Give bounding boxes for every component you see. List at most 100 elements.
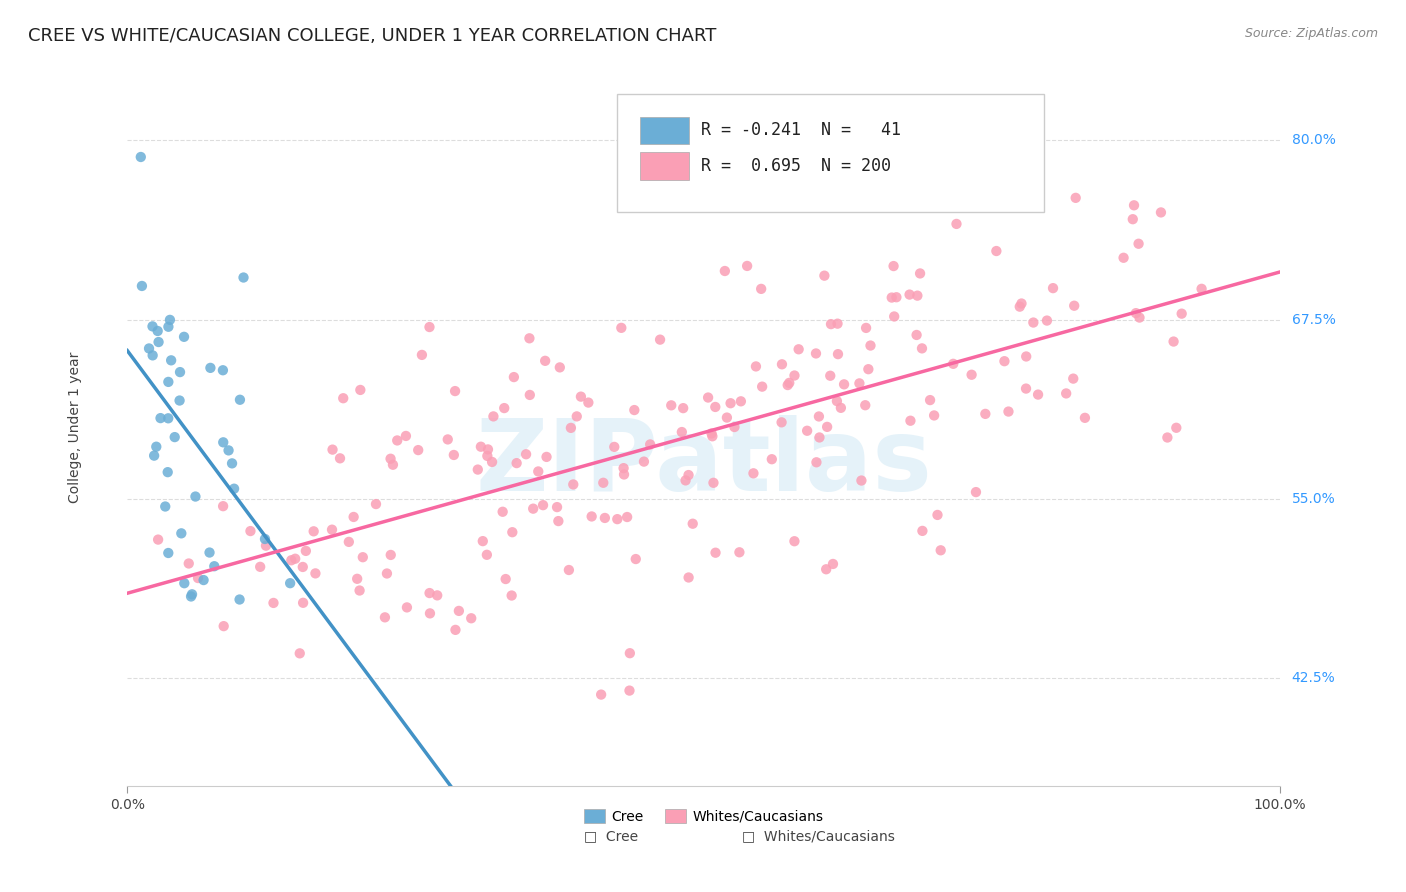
Point [157, 546, 180, 560]
Point [778, 376, 800, 390]
Point [770, 415, 793, 429]
Point [212, 435, 235, 450]
Point [825, 394, 848, 409]
Point [619, 683, 641, 698]
Point [212, 619, 235, 633]
Point [387, 434, 409, 448]
Point [678, 468, 700, 483]
Point [682, 516, 704, 531]
Point [1015, 350, 1038, 364]
Point [332, 391, 354, 405]
Point [169, 365, 191, 379]
Point [704, 546, 727, 560]
Point [157, 411, 180, 425]
Point [146, 324, 169, 338]
Point [827, 317, 849, 331]
FancyBboxPatch shape [640, 153, 689, 180]
Point [253, 532, 276, 546]
Point [212, 499, 235, 513]
Point [581, 509, 603, 524]
Point [436, 433, 458, 447]
Point [1170, 307, 1192, 321]
Point [920, 393, 942, 408]
Point [702, 475, 724, 490]
Point [381, 458, 404, 472]
Point [672, 401, 695, 416]
Point [141, 319, 163, 334]
Point [346, 572, 368, 586]
Point [443, 448, 465, 462]
Point [349, 583, 371, 598]
Point [960, 368, 983, 382]
Point [560, 421, 582, 435]
Point [1054, 386, 1077, 401]
Point [322, 442, 344, 457]
Point [395, 600, 418, 615]
FancyBboxPatch shape [617, 94, 1043, 212]
Point [900, 414, 922, 428]
Point [522, 501, 544, 516]
Text: ZIPatlas: ZIPatlas [475, 415, 932, 512]
Point [623, 403, 645, 417]
Point [787, 343, 810, 357]
Point [157, 319, 180, 334]
Point [460, 611, 482, 625]
Text: □  Whites/Caucasians: □ Whites/Caucasians [742, 830, 896, 843]
Point [804, 346, 827, 360]
Point [177, 557, 200, 571]
Point [501, 525, 523, 540]
Point [515, 447, 537, 461]
Point [1036, 313, 1059, 327]
Point [527, 465, 550, 479]
Point [855, 321, 877, 335]
Point [813, 268, 835, 283]
Point [565, 409, 588, 424]
Point [761, 452, 783, 467]
Point [848, 376, 870, 391]
Point [908, 267, 931, 281]
Point [395, 429, 418, 443]
Point [302, 524, 325, 539]
Point [593, 511, 616, 525]
Point [146, 533, 169, 547]
Point [380, 451, 402, 466]
Point [352, 550, 374, 565]
Point [1156, 430, 1178, 444]
Point [905, 328, 928, 343]
Point [714, 264, 737, 278]
Point [898, 287, 921, 301]
Point [343, 510, 366, 524]
Point [749, 282, 772, 296]
Point [1028, 173, 1050, 187]
Point [187, 571, 209, 585]
Point [159, 313, 181, 327]
Point [633, 455, 655, 469]
Point [200, 360, 222, 375]
Point [160, 353, 183, 368]
Point [184, 490, 207, 504]
Point [562, 477, 585, 491]
Point [249, 559, 271, 574]
Point [619, 646, 641, 660]
Legend: Cree, Whites/Caucasians: Cree, Whites/Caucasians [578, 804, 830, 830]
Point [475, 548, 498, 562]
Point [965, 485, 987, 500]
Point [180, 590, 202, 604]
Point [723, 420, 745, 434]
Text: College, Under 1 year: College, Under 1 year [69, 351, 83, 503]
Point [481, 455, 503, 469]
Text: Source: ZipAtlas.com: Source: ZipAtlas.com [1244, 27, 1378, 40]
Point [1166, 421, 1188, 435]
Point [678, 570, 700, 584]
Point [170, 526, 193, 541]
Point [444, 384, 467, 398]
Point [591, 688, 613, 702]
Point [374, 610, 396, 624]
Point [482, 409, 505, 424]
Point [467, 462, 489, 476]
Point [1074, 410, 1097, 425]
Point [531, 498, 554, 512]
Point [922, 409, 945, 423]
Point [292, 596, 315, 610]
Point [697, 391, 720, 405]
